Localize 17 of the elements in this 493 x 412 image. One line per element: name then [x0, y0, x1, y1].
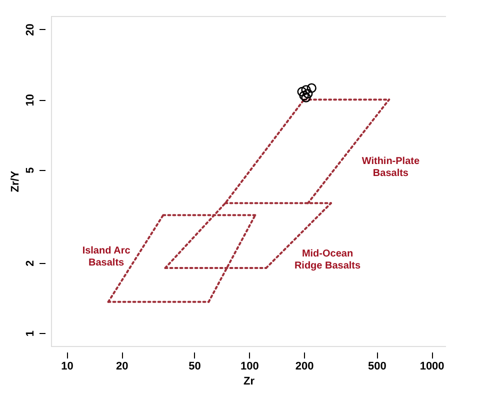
annotation: Island Arc Basalts	[82, 245, 131, 268]
x-tick-label: 100	[240, 360, 259, 372]
annotation: Within-Plate Basalts	[362, 156, 420, 180]
x-tick-label: 500	[368, 360, 386, 372]
x-tick-label: 50	[188, 360, 201, 372]
x-tick-label: 10	[61, 360, 74, 372]
y-tick-label: 1	[24, 330, 36, 337]
y-tick-label: 10	[24, 94, 36, 106]
x-tick-label: 200	[295, 360, 314, 372]
x-axis-title: Zr	[244, 376, 256, 388]
x-tick-label: 1000	[420, 360, 444, 372]
annotation: Mid-Ocean Ridge Basalts	[294, 248, 361, 272]
y-tick-label: 5	[24, 167, 36, 174]
x-tick-label: 20	[116, 360, 128, 372]
y-tick-label: 2	[24, 260, 36, 266]
y-axis-title: Zr/Y	[10, 170, 22, 192]
y-tick-label: 20	[24, 24, 36, 36]
